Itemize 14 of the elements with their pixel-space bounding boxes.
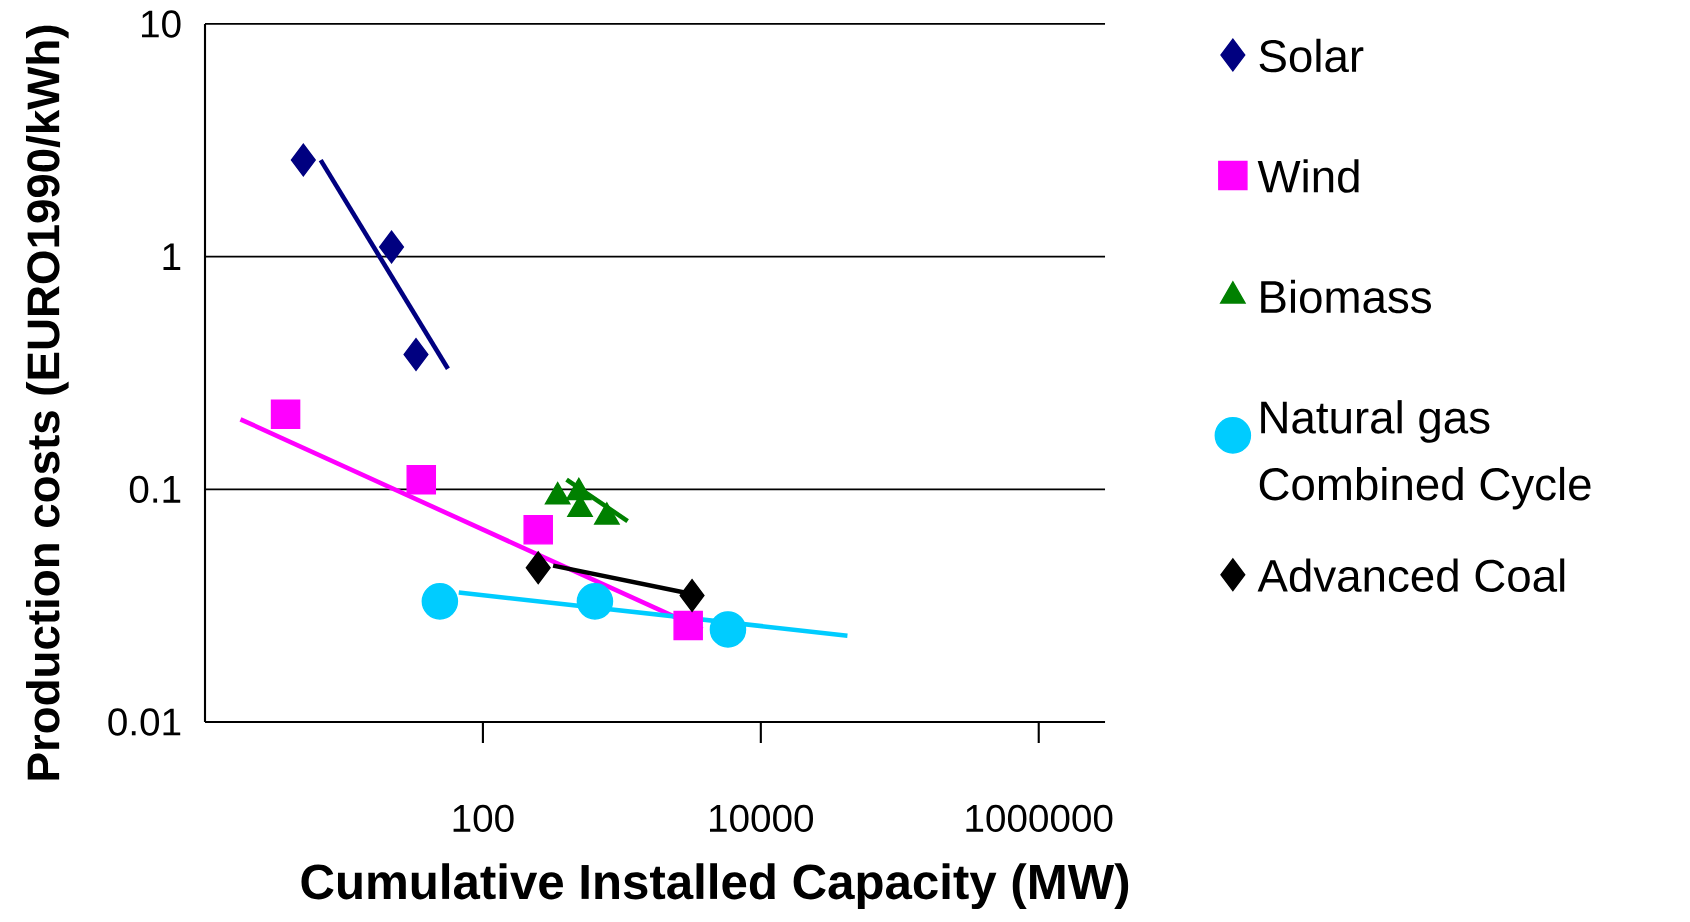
legend-label: Advanced Coal bbox=[1257, 558, 1565, 593]
x-tick-label: 1000000 bbox=[966, 804, 1113, 833]
x-tick-label: 100 bbox=[453, 804, 514, 833]
y-tick-label: 0.01 bbox=[108, 708, 181, 736]
y-axis-title: Production costs (EURO1990/kWh) bbox=[26, 25, 69, 780]
legend-label: Biomass bbox=[1261, 279, 1432, 314]
x-tick-label: 10000 bbox=[710, 804, 814, 833]
y-tick-label: 1 bbox=[163, 243, 181, 270]
y-tick-label: 0.1 bbox=[129, 475, 181, 504]
y-tick-label: 10 bbox=[142, 10, 181, 38]
x-axis-title: Cumulative Installed Capacity (MW) bbox=[301, 863, 1129, 910]
legend-label: Natural gas Combined Cycle bbox=[1259, 400, 1591, 510]
legend-label: Wind bbox=[1257, 159, 1359, 193]
legend-label: Solar bbox=[1259, 38, 1364, 73]
